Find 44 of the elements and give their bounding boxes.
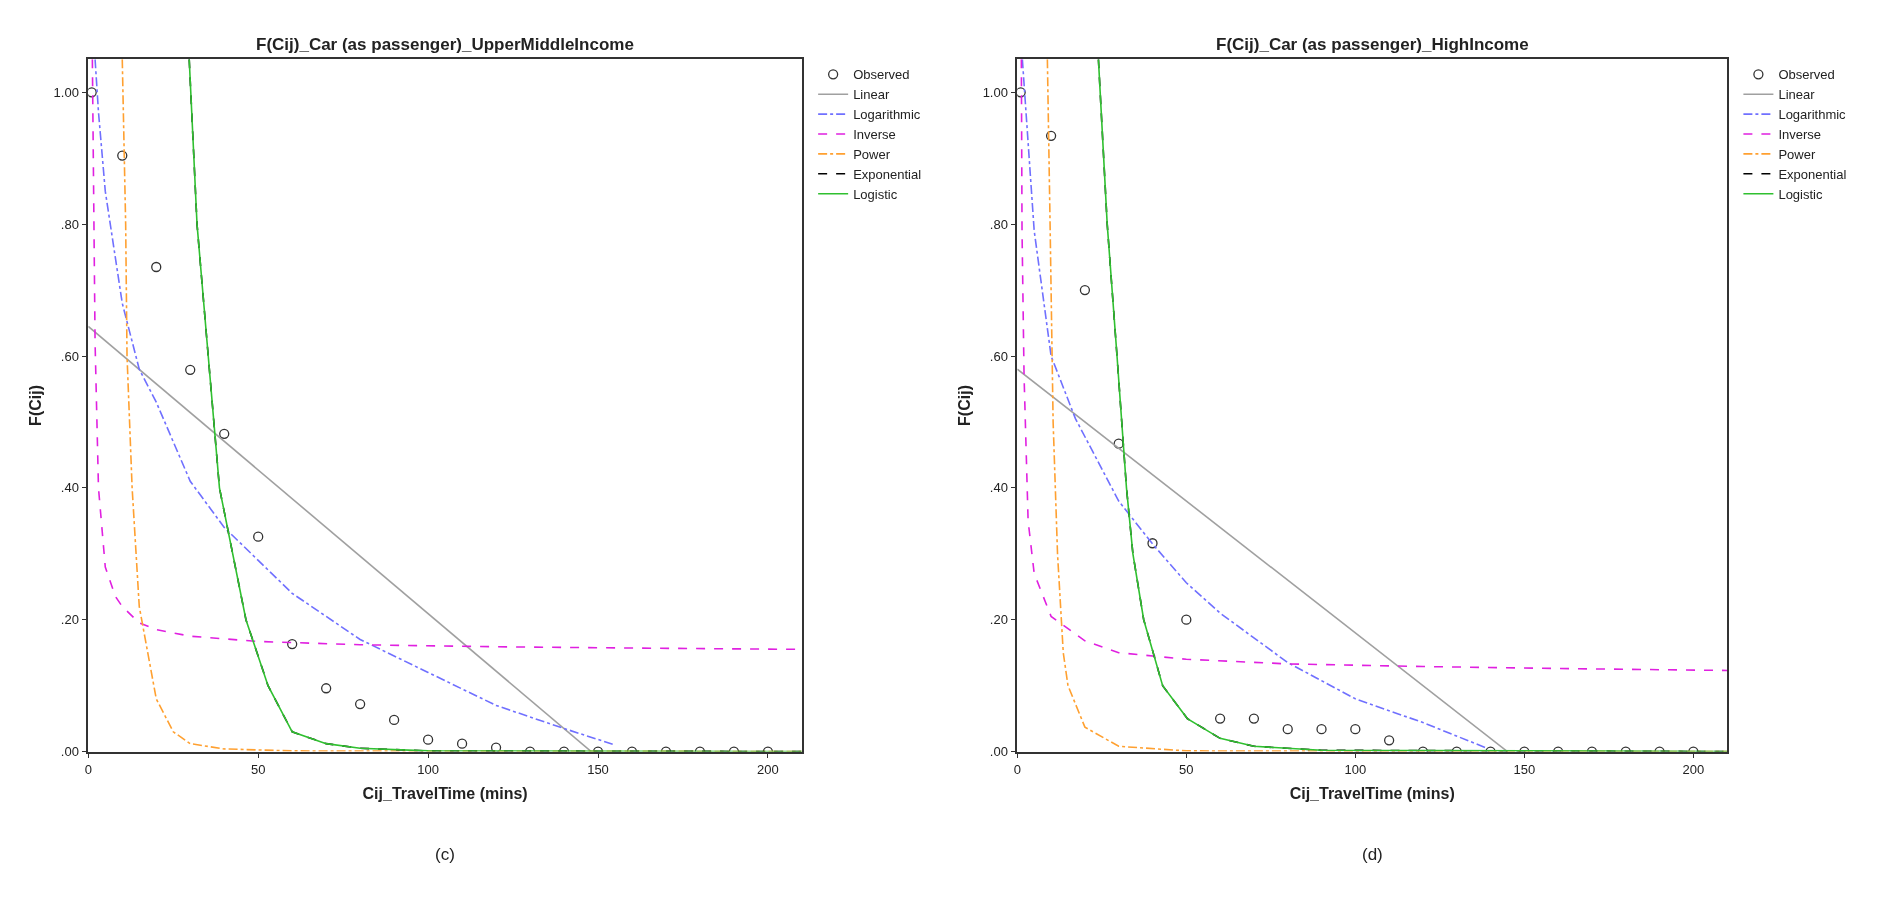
- y-tick-label: .40: [60, 480, 79, 496]
- legend-label: Logistic: [853, 186, 898, 202]
- x-tick-label: 0: [84, 761, 92, 777]
- legend-label: Inverse: [853, 127, 896, 143]
- y-axis-title: F(Cij): [27, 385, 45, 426]
- legend-label: Logarithmic: [1778, 107, 1847, 123]
- y-tick-label: .60: [60, 348, 79, 364]
- legend-label: Observed: [1778, 67, 1835, 83]
- x-tick-label: 0: [1013, 761, 1021, 777]
- legend-label: Power: [1778, 146, 1816, 162]
- y-tick-label: .00: [989, 744, 1008, 760]
- legend-label: Exponential: [853, 166, 922, 182]
- y-tick-label: .80: [60, 216, 79, 232]
- y-tick-label: .20: [989, 612, 1008, 628]
- x-tick-label: 200: [1682, 761, 1705, 777]
- y-tick-label: .40: [989, 480, 1008, 496]
- x-tick-label: 150: [587, 761, 609, 777]
- legend-label: Linear: [853, 87, 890, 103]
- legend-label: Inverse: [1778, 127, 1822, 143]
- x-tick-label: 50: [250, 761, 266, 777]
- x-axis-title: Cij_TravelTime (mins): [362, 785, 528, 803]
- y-tick-label: .80: [989, 216, 1008, 232]
- legend-label: Logarithmic: [853, 107, 921, 123]
- text: (d): [1362, 845, 1383, 864]
- y-tick-label: .60: [989, 348, 1008, 364]
- y-tick-label: .20: [60, 612, 79, 628]
- y-tick-label: 1.00: [982, 84, 1008, 100]
- x-tick-label: 50: [1179, 761, 1194, 777]
- legend-label: Observed: [853, 67, 910, 83]
- legend-label: Logistic: [1778, 186, 1823, 202]
- chart-title: F(Cij)_Car (as passenger)_HighIncome: [1216, 35, 1529, 54]
- y-tick-label: 1.00: [53, 84, 79, 100]
- legend-label: Power: [853, 146, 891, 162]
- legend-label: Linear: [1778, 87, 1816, 103]
- x-tick-label: 100: [417, 761, 439, 777]
- legend-label: Exponential: [1778, 166, 1847, 182]
- chart-title: F(Cij)_Car (as passenger)_UpperMiddleIncome: [256, 35, 634, 54]
- y-tick-label: .00: [60, 744, 79, 760]
- y-axis-title: F(Cij): [956, 385, 974, 426]
- x-tick-label: 150: [1513, 761, 1536, 777]
- x-tick-label: 200: [757, 761, 779, 777]
- text: (c): [435, 845, 455, 864]
- x-tick-label: 100: [1344, 761, 1367, 777]
- x-axis-title: Cij_TravelTime (mins): [1289, 785, 1455, 803]
